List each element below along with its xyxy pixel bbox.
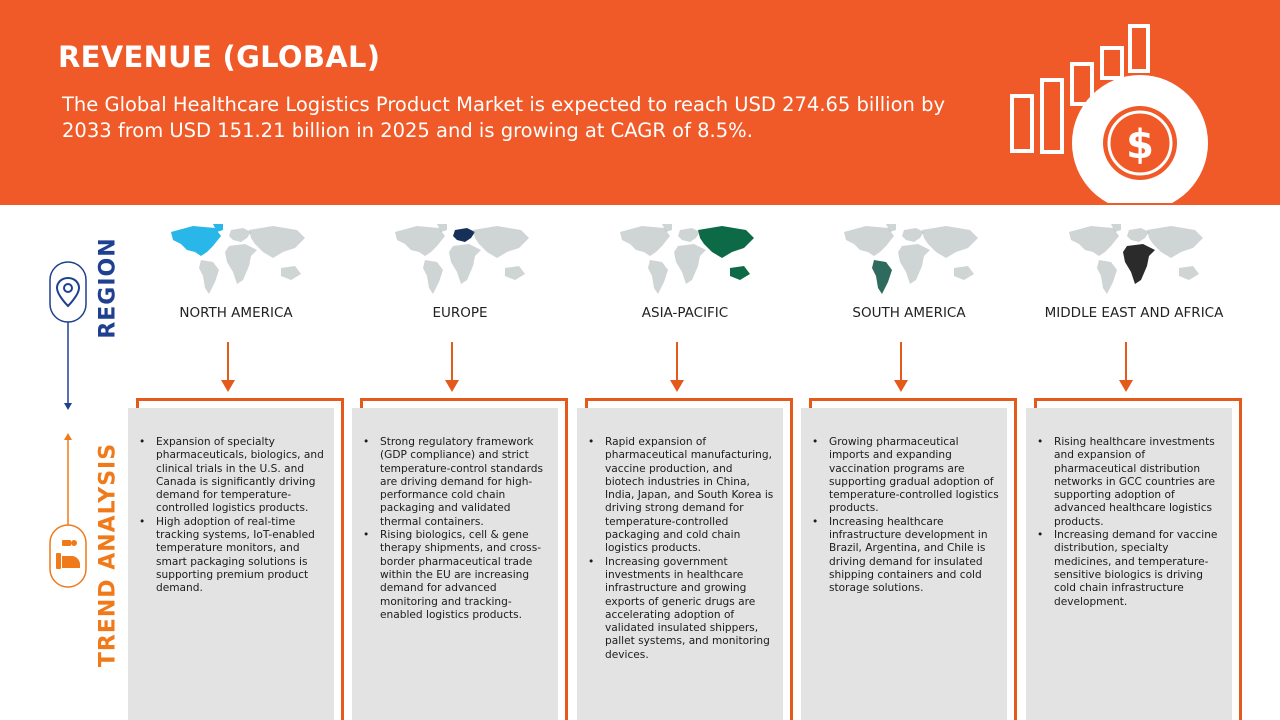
- trend-bullet: Rapid expansion of pharmaceutical manufa…: [588, 436, 775, 556]
- trend-card-north-america: Expansion of specialty pharmaceuticals, …: [128, 408, 334, 720]
- card-frame: [809, 398, 1017, 720]
- trend-card-asia-pacific: Rapid expansion of pharmaceutical manufa…: [577, 408, 783, 720]
- trend-bullet: Expansion of specialty pharmaceuticals, …: [139, 436, 326, 516]
- world-map-icon: [844, 224, 978, 294]
- down-arrow-icon: [221, 342, 235, 392]
- region-label-north-america: NORTH AMERICA: [179, 305, 293, 321]
- region-label-middle-east-and-africa: MIDDLE EAST AND AFRICA: [1044, 305, 1224, 321]
- page-title: REVENUE (GLOBAL): [58, 40, 381, 74]
- region-label-south-america: SOUTH AMERICA: [852, 305, 966, 321]
- svg-text:$: $: [1126, 122, 1154, 168]
- trend-card-europe: Strong regulatory framework (GDP complia…: [352, 408, 558, 720]
- region-label-asia-pacific: ASIA-PACIFIC: [641, 305, 729, 321]
- trend-bullet: Increasing healthcare infrastructure dev…: [812, 516, 999, 596]
- trend-bullet: Increasing government investments in hea…: [588, 556, 775, 662]
- trend-bullet: Strong regulatory framework (GDP complia…: [363, 436, 550, 529]
- card-frame: [585, 398, 793, 720]
- card-frame: [360, 398, 568, 720]
- trend-bullet: Rising healthcare investments and expans…: [1037, 436, 1224, 529]
- location-pin-icon: [55, 276, 81, 308]
- trend-card-south-america: Growing pharmaceutical imports and expan…: [801, 408, 1007, 720]
- down-arrow-icon: [670, 342, 684, 392]
- region-axis-label: REGION: [95, 237, 121, 339]
- side-timeline: [49, 261, 87, 588]
- world-map-icon: [395, 224, 529, 294]
- trend-card-middle-east-and-africa: Rising healthcare investments and expans…: [1026, 408, 1232, 720]
- market-summary: The Global Healthcare Logistics Product …: [62, 93, 945, 142]
- trend-bullet: Rising biologics, cell & gene therapy sh…: [363, 529, 550, 622]
- header-banner: REVENUE (GLOBAL) The Global Healthcare L…: [0, 0, 1280, 205]
- hand-money-icon: [56, 540, 80, 569]
- world-map-icon: [171, 224, 305, 294]
- card-frame: [1034, 398, 1242, 720]
- world-map-icon: [1069, 224, 1203, 294]
- region-label-europe: EUROPE: [432, 305, 488, 321]
- trend-bullet: High adoption of real-time tracking syst…: [139, 516, 326, 596]
- trend-bullet: Increasing demand for vaccine distributi…: [1037, 529, 1224, 609]
- down-arrow-icon: [445, 342, 459, 392]
- down-arrow-icon: [894, 342, 908, 392]
- world-map-icon: [620, 224, 754, 294]
- revenue-chart-dollar-icon: $: [1010, 24, 1208, 203]
- card-frame: [136, 398, 344, 720]
- trend-bullet: Growing pharmaceutical imports and expan…: [812, 436, 999, 516]
- trend-axis-label: TREND ANALYSIS: [95, 442, 121, 668]
- down-arrow-icon: [1119, 342, 1133, 392]
